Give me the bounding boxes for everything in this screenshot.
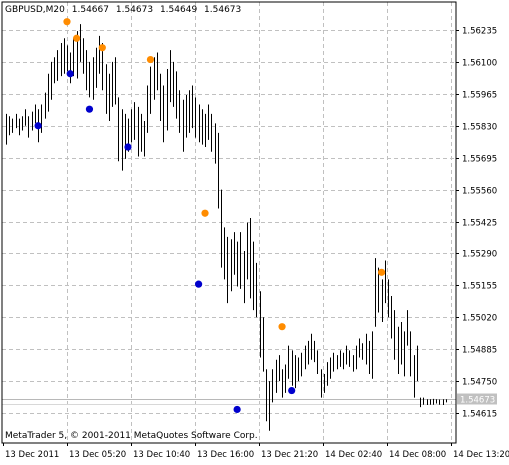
price-tick-label: 1.55965 [462,91,497,101]
fractal-down-marker [124,143,132,151]
price-tick-label: 1.55020 [462,314,497,324]
fractal-down-marker [34,122,42,130]
fractal-markers [34,18,386,414]
price-tick-label: 1.55830 [462,123,497,133]
fractal-up-marker [201,209,209,217]
ohlc-bars [6,24,447,431]
copyright-notice: MetaTrader 5, © 2001-2011 MetaQuotes Sof… [5,431,258,441]
fractal-up-marker [146,55,155,64]
price-tick-label: 1.56235 [462,27,497,37]
price-tick-label: 1.55155 [462,282,497,292]
symbol-header: GBPUSD,M20 1.54667 1.54673 1.54649 1.546… [5,5,245,15]
price-tick-label: 1.54750 [462,378,497,388]
time-tick-label: 14 Dec 08:00 [389,450,446,460]
high-value: 1.54673 [115,5,154,15]
price-tick-label: 1.55695 [462,155,497,165]
fractal-up-marker [73,34,81,42]
fractal-up-marker [278,323,286,331]
time-tick-label: 14 Dec 13:20 [453,450,509,460]
time-tick-label: 13 Dec 2011 [5,450,59,460]
fractal-up-marker [98,44,106,52]
fractal-down-marker [66,70,74,78]
open-value: 1.54667 [71,5,109,15]
price-tick-label: 1.56100 [462,59,497,69]
symbol-timeframe: GBPUSD,M20 [5,5,65,15]
fractal-up-marker [63,18,71,26]
price-tick-label: 1.55560 [462,187,497,197]
fractal-down-marker [195,280,203,288]
current-price-label: 1.54673 [460,396,495,406]
price-tick-label: 1.54615 [462,410,497,420]
fractal-down-marker [85,105,94,113]
fractal-up-marker [377,268,386,276]
grid [2,2,456,443]
price-tick-label: 1.55290 [462,250,497,260]
current-price-box [457,393,497,405]
close-value: 1.54673 [204,5,242,15]
time-tick-label: 13 Dec 16:00 [197,450,254,460]
time-tick-label: 14 Dec 02:40 [325,450,382,460]
low-value: 1.54649 [159,5,198,15]
time-tick-label: 13 Dec 10:40 [133,450,190,460]
price-tick-label: 1.54885 [462,346,497,356]
price-tick-label: 1.55425 [462,219,497,229]
fractal-down-marker [233,405,241,414]
fractal-down-marker [288,386,296,395]
time-tick-label: 13 Dec 05:20 [69,450,126,460]
time-tick-label: 13 Dec 21:20 [261,450,318,460]
